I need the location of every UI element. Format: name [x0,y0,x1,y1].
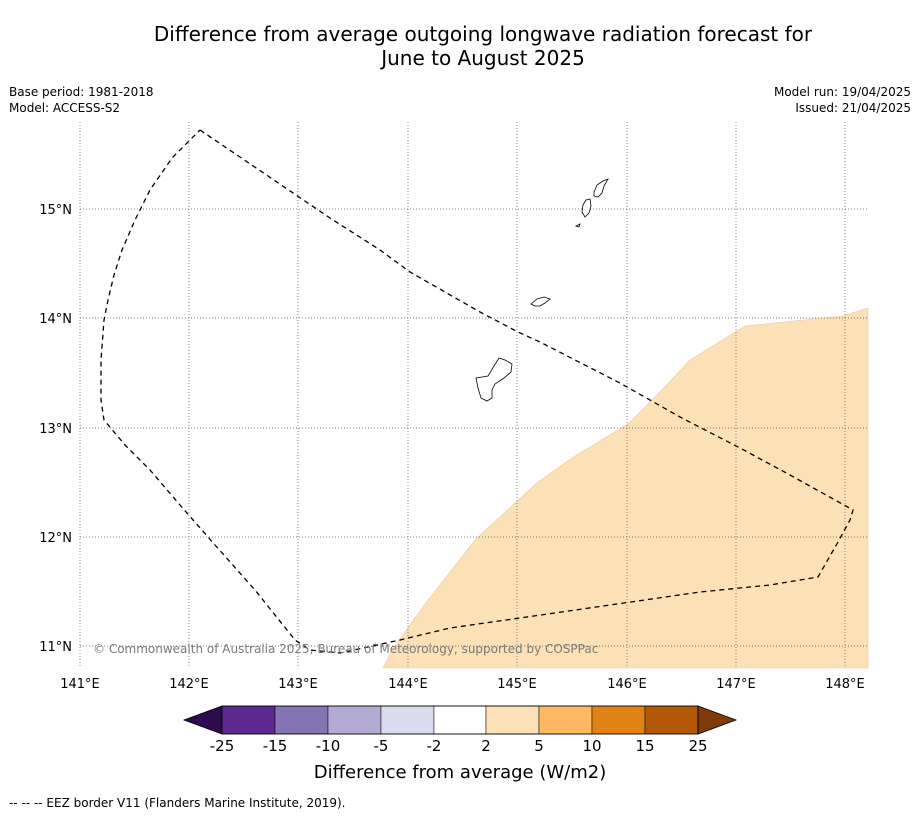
colorbar-segment-5 [433,705,487,735]
lon-label-145: 145°E [497,677,537,692]
colorbar-segment-3 [327,705,382,735]
colorbar-tick-1: -25 [210,737,235,755]
model-run: Model run: 19/04/2025 [773,85,911,99]
latitude-labels: 15°N 14°N 13°N 12°N 11°N [39,203,72,655]
eez-border [100,129,854,654]
lat-label-15: 15°N [39,203,72,218]
colorbar-tick-7: 5 [534,737,544,755]
colorbar-extend-low [182,705,223,735]
colorbar-segment-4 [380,705,435,735]
copyright-notice: © Commonwealth of Australia 2025, Bureau… [93,642,598,656]
island-guam [475,357,513,402]
colorbar-tick-5: -2 [427,737,442,755]
colorbar-segment-9 [644,705,699,735]
islands [475,178,609,402]
colorbar-extend-high [697,705,738,735]
colorbar-tick-10: 25 [688,737,707,755]
lon-label-146: 146°E [607,677,647,692]
island-saipan [593,178,609,198]
map-title: Difference from average outgoing longwav… [70,22,896,70]
lat-label-14: 14°N [39,312,72,327]
colorbar-tick-6: 2 [481,737,491,755]
colorbar-tick-4: -5 [374,737,389,755]
meta-right: Model run: 19/04/2025 Issued: 21/04/2025 [774,84,911,116]
title-line-2: June to August 2025 [381,46,585,70]
lat-label-13: 13°N [39,422,72,437]
colorbar-segment-8 [591,705,646,735]
island-aguijan [574,223,581,228]
lon-label-147: 147°E [716,677,756,692]
colorbar-tick-3: -10 [316,737,341,755]
colorbar: -25 -15 -10 -5 -2 2 5 10 15 25 Differenc… [182,705,738,783]
colorbar-tick-2: -15 [263,737,288,755]
eez-legend-note: -- -- -- EEZ border V11 (Flanders Marine… [9,796,346,810]
island-rota [530,296,551,307]
model-name: Model: ACCESS-S2 [9,101,121,115]
island-tinian [581,198,592,218]
lon-label-141: 141°E [60,677,100,692]
lon-label-144: 144°E [388,677,428,692]
gridlines [79,122,868,668]
longitude-labels: 141°E 142°E 143°E 144°E 145°E 146°E 147°… [60,677,865,692]
lon-label-148: 148°E [825,677,865,692]
colorbar-tick-9: 15 [635,737,654,755]
colorbar-segment-6 [485,705,540,735]
meta-left: Base period: 1981-2018 Model: ACCESS-S2 [9,84,154,116]
map-figure: 15°N 14°N 13°N 12°N 11°N 141°E 142°E 143… [39,122,869,783]
title-line-1: Difference from average outgoing longwav… [153,22,813,46]
colorbar-title: Difference from average (W/m2) [314,762,606,783]
positive-anomaly-region [382,307,869,669]
lat-label-11: 11°N [39,640,72,655]
colorbar-segment-2 [274,705,329,735]
base-period: Base period: 1981-2018 [9,85,154,99]
colorbar-segment-7 [538,705,593,735]
colorbar-outline [221,705,699,735]
colorbar-tick-8: 10 [582,737,601,755]
lat-label-12: 12°N [39,531,72,546]
colorbar-segment-1 [221,705,276,735]
lon-label-142: 142°E [169,677,209,692]
issued-date: Issued: 21/04/2025 [795,101,911,115]
lon-label-143: 143°E [278,677,318,692]
